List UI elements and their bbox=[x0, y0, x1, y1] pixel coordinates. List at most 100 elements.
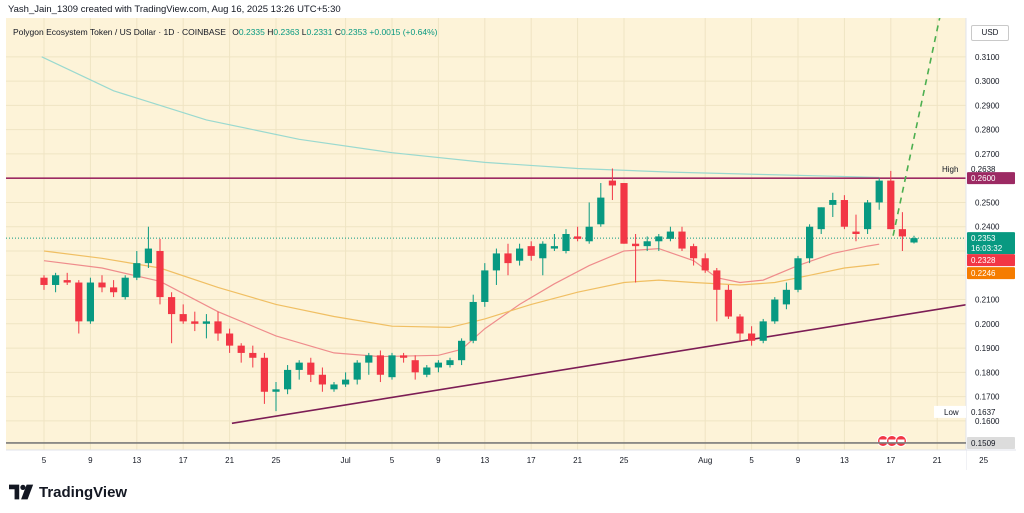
plot-background bbox=[6, 18, 966, 450]
candle-body bbox=[817, 207, 825, 230]
candle-body bbox=[284, 369, 292, 390]
candle-body bbox=[214, 321, 222, 334]
candle-body bbox=[840, 200, 848, 227]
high-label: High bbox=[942, 165, 958, 174]
price-tick-label: 0.1700 bbox=[975, 393, 1000, 402]
candle bbox=[713, 267, 721, 322]
candle-body bbox=[782, 289, 790, 305]
chart-area[interactable]: 0.1600 0.1700 0.1800 0.1900 0.2000 0.2100 0.22… bbox=[6, 12, 1016, 470]
low-label: L bbox=[301, 27, 307, 37]
candle-body bbox=[910, 238, 918, 243]
candle-body bbox=[144, 248, 152, 264]
candle bbox=[86, 277, 94, 324]
time-tick-label: 21 bbox=[933, 456, 942, 465]
time-tick-label: 25 bbox=[979, 456, 988, 465]
time-tick-label: 13 bbox=[132, 456, 141, 465]
candle bbox=[492, 248, 500, 285]
tradingview-brand[interactable]: TradingView bbox=[9, 483, 127, 501]
candle-body bbox=[550, 246, 558, 249]
candle bbox=[40, 275, 48, 290]
candle-body bbox=[597, 197, 605, 225]
time-tick-label: 25 bbox=[620, 456, 629, 465]
tradingview-logo-icon bbox=[9, 484, 34, 500]
candle bbox=[121, 275, 129, 300]
candle-body bbox=[748, 333, 756, 341]
candle bbox=[110, 280, 118, 298]
candle-body bbox=[516, 248, 524, 261]
candle-body bbox=[898, 229, 906, 237]
symbol-name[interactable]: Polygon Ecosystem Token / US Dollar · 1D… bbox=[13, 27, 226, 37]
candle-body bbox=[527, 246, 535, 256]
period-low-price-tag-box bbox=[967, 436, 1015, 449]
candle-body bbox=[771, 299, 779, 322]
candle-body bbox=[852, 231, 860, 234]
price-tick-label: 0.2700 bbox=[975, 150, 1000, 159]
candle-body bbox=[690, 246, 698, 259]
time-tick-label: 9 bbox=[796, 456, 801, 465]
candle-body bbox=[133, 263, 141, 278]
candle bbox=[852, 214, 860, 242]
candle bbox=[666, 226, 674, 242]
candle bbox=[574, 226, 582, 242]
time-tick-label: 13 bbox=[840, 456, 849, 465]
price-tick-label: 0.2500 bbox=[975, 198, 1000, 207]
price-chart[interactable]: 0.1600 0.1700 0.1800 0.1900 0.2000 0.2100 0.22… bbox=[6, 12, 1016, 470]
candle-body bbox=[794, 258, 802, 290]
open-label: O bbox=[232, 27, 239, 37]
time-axis[interactable]: 5 9 13 17 21 25 Jul 5 9 13 17 21 25 Aug 5 9 13 17 21 25 bbox=[6, 449, 1016, 470]
candle-body bbox=[353, 362, 361, 380]
candle bbox=[156, 238, 164, 305]
candle bbox=[782, 282, 790, 310]
close-label: C bbox=[334, 27, 342, 37]
low-label: Low bbox=[944, 408, 959, 417]
candle bbox=[202, 314, 210, 339]
last-price-box bbox=[967, 232, 1015, 255]
candle-body bbox=[260, 357, 268, 392]
candle-body bbox=[655, 236, 663, 242]
candle bbox=[550, 234, 558, 251]
candles[interactable] bbox=[40, 168, 918, 412]
low-value-background bbox=[967, 405, 1015, 418]
price-tick-label: 0.2400 bbox=[975, 223, 1000, 232]
candle bbox=[307, 357, 315, 383]
candle-body bbox=[249, 352, 257, 358]
ema-fast-price-tag-box bbox=[967, 254, 1015, 267]
time-tick-label: 9 bbox=[436, 456, 441, 465]
economic-event-icon bbox=[895, 435, 907, 447]
chart-credit: Yash_Jain_1309 created with TradingView.… bbox=[8, 4, 341, 15]
candle bbox=[527, 241, 535, 261]
time-tick-label: 21 bbox=[573, 456, 582, 465]
candle-body bbox=[678, 231, 686, 249]
candle-body bbox=[226, 333, 234, 346]
price-tick-label: 0.3100 bbox=[975, 53, 1000, 62]
candle bbox=[898, 212, 906, 251]
candle-body bbox=[446, 360, 454, 366]
low-value: 0.2331 bbox=[306, 27, 333, 37]
moving-average-line-1 bbox=[43, 243, 880, 358]
open-value: 0.2335 bbox=[238, 27, 265, 37]
close-value: 0.2353 bbox=[341, 27, 368, 37]
candle-body bbox=[63, 280, 71, 283]
candle bbox=[562, 229, 570, 254]
time-tick-label: 5 bbox=[42, 456, 47, 465]
candle-body bbox=[539, 243, 547, 259]
candle-body bbox=[98, 282, 106, 288]
candle-body bbox=[307, 362, 315, 375]
candle bbox=[620, 183, 628, 244]
candle-body bbox=[40, 277, 48, 285]
candle bbox=[353, 360, 361, 385]
symbol-legend: Polygon Ecosystem Token / US Dollar · 1D… bbox=[13, 27, 437, 37]
currency-selector[interactable]: USD bbox=[971, 25, 1009, 41]
time-tick-label: 5 bbox=[390, 456, 395, 465]
candle-body bbox=[585, 226, 593, 242]
event-markers bbox=[877, 435, 907, 447]
candle bbox=[411, 355, 419, 380]
candle bbox=[748, 326, 756, 346]
candle bbox=[237, 343, 245, 363]
candle-body bbox=[52, 275, 60, 285]
time-tick-label: 25 bbox=[272, 456, 281, 465]
candle bbox=[643, 236, 651, 251]
candle-body bbox=[492, 253, 500, 271]
candle bbox=[446, 357, 454, 368]
price-tick-label: 0.2000 bbox=[975, 320, 1000, 329]
